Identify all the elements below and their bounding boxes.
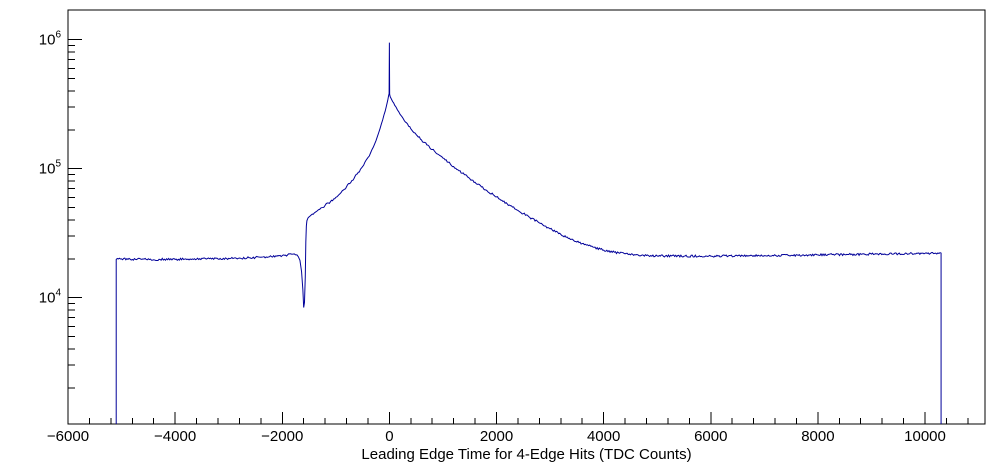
y-tick-label: 105 (39, 159, 62, 178)
plot-frame (67, 9, 986, 425)
x-tick-label: 4000 (587, 428, 620, 445)
x-tick-label: 6000 (694, 428, 727, 445)
x-axis-title: Leading Edge Time for 4-Edge Hits (TDC C… (361, 446, 692, 463)
y-tick-label: 104 (39, 288, 62, 307)
histogram-curve (115, 42, 942, 424)
y-tick-label: 106 (39, 30, 62, 49)
x-tick-label: −2000 (261, 428, 303, 445)
x-tick-label: −6000 (47, 428, 89, 445)
x-tick-label: 8000 (801, 428, 834, 445)
x-tick-label: 10000 (904, 428, 946, 445)
x-tick-label: 2000 (480, 428, 513, 445)
x-tick-label: 0 (385, 428, 393, 445)
x-tick-label: −4000 (154, 428, 196, 445)
